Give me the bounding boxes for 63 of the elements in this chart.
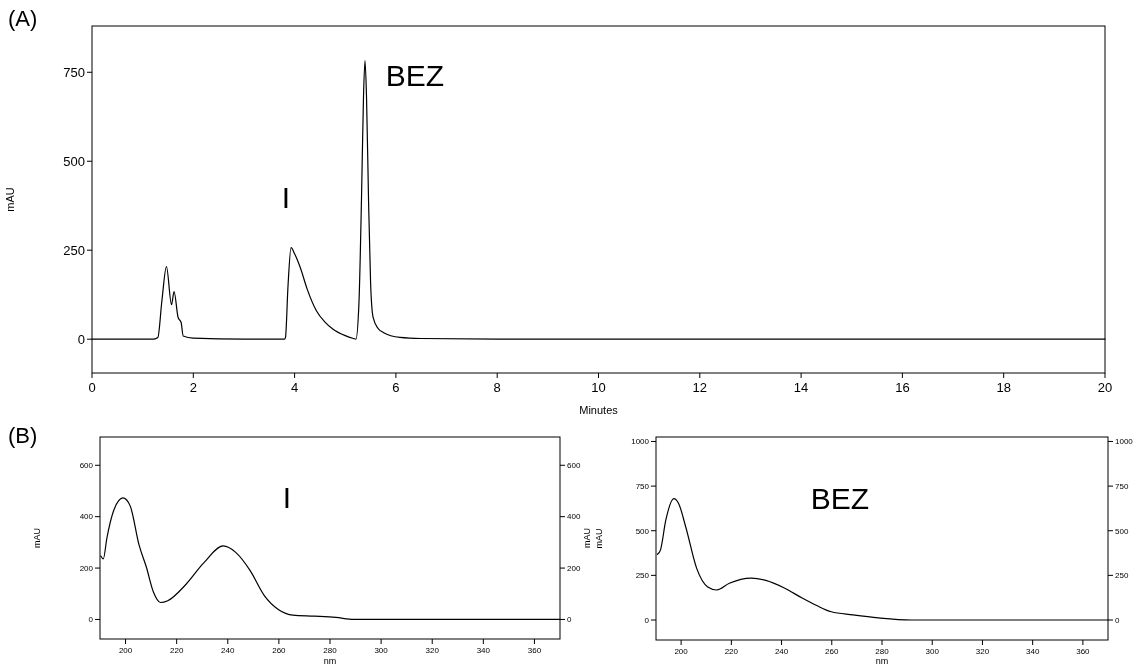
x-tick-label: 200	[674, 647, 689, 656]
x-tick-label: 200	[118, 646, 133, 655]
y-tick-label: 250	[63, 242, 85, 258]
y-tick-label: 600	[79, 461, 94, 471]
x-tick-label: 260	[825, 647, 839, 656]
x-tick-label: 300	[925, 647, 940, 656]
y-tick-label: 500	[635, 526, 650, 536]
y-tick-label: 0	[88, 615, 94, 625]
x-tick-label: 18	[996, 380, 1011, 395]
annotation: BEZ	[385, 58, 445, 92]
y-tick-label: 250	[635, 571, 650, 581]
x-tick-label: 300	[374, 646, 389, 655]
y-tick-label: 1000	[631, 437, 650, 447]
y2-tick-label: 0	[1115, 615, 1120, 625]
x-axis-title: nm	[323, 656, 337, 666]
y-tick-label: 200	[79, 563, 94, 573]
x-tick-label: 240	[774, 647, 789, 656]
x-tick-label: 340	[476, 646, 491, 655]
chart-title: (A)	[8, 6, 38, 31]
x-tick-label: 14	[793, 380, 809, 395]
x-tick-label: 340	[1025, 647, 1040, 656]
y2-axis-title: mAU	[582, 528, 592, 548]
x-tick-label: 10	[591, 380, 606, 395]
x-tick-label: 16	[895, 380, 910, 395]
x-tick-label: 240	[221, 646, 235, 655]
x-tick-label: 280	[323, 646, 338, 655]
y2-tick-label: 400	[567, 512, 581, 522]
annotation: I	[281, 180, 291, 214]
x-tick-label: 220	[169, 646, 184, 655]
x-tick-label: 320	[425, 646, 440, 655]
y-tick-label: 500	[63, 153, 85, 169]
y-tick-label: 750	[635, 481, 650, 491]
x-tick-label: 4	[290, 380, 299, 395]
chart-title: (B)	[8, 423, 38, 448]
y-tick-label: 400	[79, 512, 94, 522]
y2-tick-label: 250	[1115, 571, 1129, 581]
x-tick-label: 260	[272, 646, 287, 655]
annotation: I	[282, 480, 292, 514]
y2-tick-label: 200	[567, 563, 581, 573]
y-axis-title: mAU	[4, 187, 16, 212]
x-tick-label: 320	[975, 647, 990, 656]
x-tick-label: 360	[527, 646, 542, 655]
y-tick-label: 750	[63, 64, 85, 80]
y2-tick-label: 1000	[1115, 437, 1134, 447]
annotation: BEZ	[810, 481, 870, 515]
y2-tick-label: 600	[567, 461, 581, 471]
y-tick-label: 0	[644, 615, 650, 625]
x-axis-title: nm	[875, 656, 889, 666]
x-axis-title: Minutes	[579, 404, 619, 416]
y2-tick-label: 0	[567, 615, 572, 625]
y-axis-title: mAU	[32, 528, 42, 548]
y-tick-label: 0	[77, 331, 85, 347]
y-axis-title: mAU	[594, 528, 604, 549]
x-tick-label: 12	[692, 380, 708, 395]
x-tick-label: 6	[392, 380, 400, 395]
x-tick-label: 2	[189, 380, 197, 395]
x-tick-label: 20	[1097, 380, 1113, 395]
y2-tick-label: 750	[1115, 481, 1129, 491]
x-tick-label: 360	[1076, 647, 1091, 656]
x-tick-label: 280	[875, 647, 890, 656]
x-tick-label: 8	[493, 380, 501, 395]
y2-tick-label: 500	[1115, 526, 1129, 536]
x-tick-label: 220	[724, 647, 739, 656]
